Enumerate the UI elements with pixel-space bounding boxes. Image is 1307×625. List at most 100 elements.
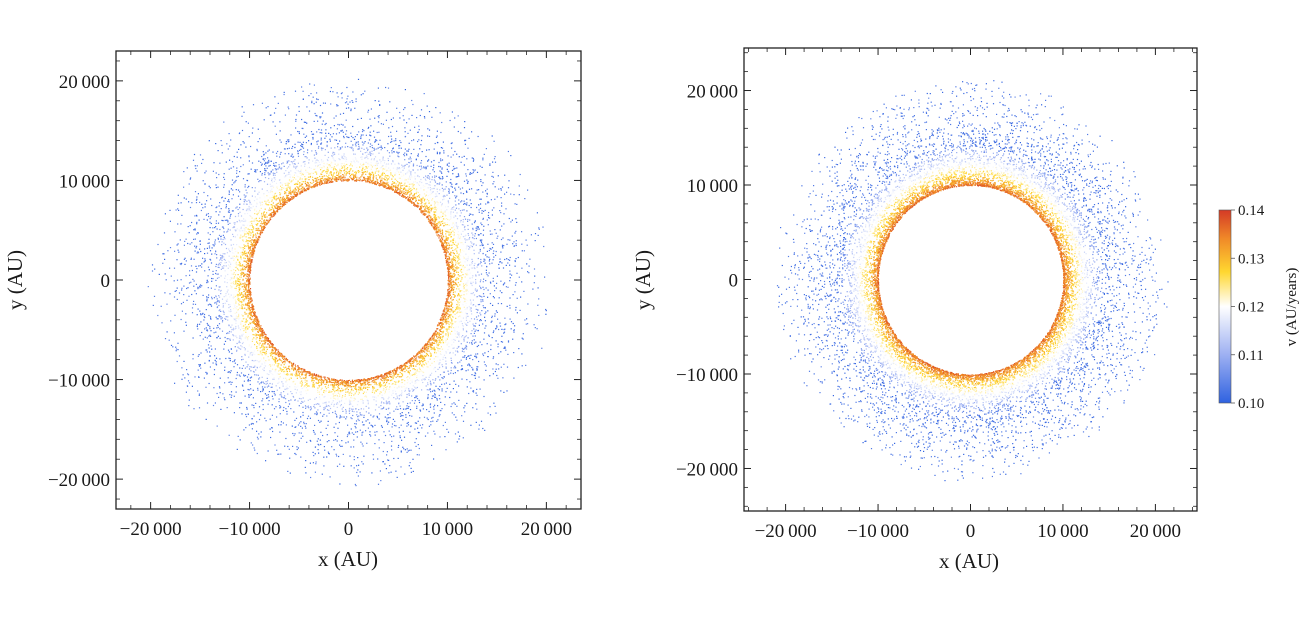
scatter-point bbox=[223, 227, 225, 230]
scatter-point bbox=[240, 305, 242, 307]
scatter-point bbox=[512, 338, 514, 340]
scatter-point bbox=[247, 364, 249, 366]
scatter-point bbox=[241, 296, 243, 298]
scatter-point bbox=[431, 225, 433, 227]
scatter-point bbox=[299, 183, 301, 185]
scatter-point bbox=[246, 366, 248, 368]
scatter-point bbox=[392, 148, 394, 150]
scatter-point bbox=[480, 299, 482, 301]
scatter-point bbox=[232, 327, 235, 329]
scatter-point bbox=[485, 269, 487, 271]
scatter-point bbox=[424, 359, 426, 361]
scatter-point bbox=[258, 228, 260, 230]
scatter-point bbox=[220, 236, 222, 238]
scatter-point bbox=[285, 437, 287, 440]
scatter-point bbox=[444, 188, 446, 190]
scatter-point bbox=[247, 336, 250, 338]
scatter-point bbox=[236, 206, 238, 208]
scatter-point bbox=[347, 381, 349, 383]
scatter-point bbox=[433, 187, 435, 190]
scatter-point bbox=[264, 208, 266, 210]
scatter-point bbox=[483, 338, 485, 340]
scatter-point bbox=[483, 278, 485, 280]
scatter-point bbox=[456, 244, 458, 247]
scatter-point bbox=[255, 244, 257, 246]
scatter-point bbox=[244, 337, 246, 339]
scatter-point bbox=[493, 402, 495, 404]
scatter-point bbox=[191, 293, 193, 296]
scatter-point bbox=[328, 401, 330, 403]
scatter-point bbox=[271, 364, 273, 366]
scatter-point bbox=[417, 203, 419, 205]
scatter-point bbox=[192, 353, 194, 356]
scatter-point bbox=[377, 115, 379, 118]
scatter-point bbox=[267, 172, 269, 174]
scatter-point bbox=[233, 259, 235, 261]
scatter-point bbox=[241, 129, 244, 132]
scatter-point bbox=[161, 322, 163, 324]
scatter-point bbox=[275, 353, 278, 355]
scatter-point bbox=[490, 199, 492, 201]
scatter-point bbox=[468, 299, 470, 301]
scatter-point bbox=[218, 262, 220, 264]
scatter-point bbox=[316, 162, 318, 164]
scatter-point bbox=[241, 269, 243, 271]
scatter-point bbox=[241, 335, 243, 337]
scatter-point bbox=[183, 294, 185, 296]
scatter-point bbox=[444, 251, 446, 253]
scatter-point bbox=[345, 157, 347, 159]
scatter-point bbox=[421, 200, 423, 202]
scatter-point bbox=[285, 408, 287, 410]
scatter-point bbox=[332, 178, 334, 180]
scatter-point bbox=[459, 307, 461, 309]
scatter-point bbox=[464, 143, 466, 145]
scatter-point bbox=[224, 243, 227, 246]
scatter-point bbox=[204, 328, 206, 330]
scatter-point bbox=[278, 166, 281, 168]
scatter-point bbox=[421, 351, 423, 354]
scatter-point bbox=[240, 234, 242, 236]
scatter-point bbox=[370, 173, 372, 175]
scatter-point bbox=[202, 338, 204, 340]
scatter-point bbox=[464, 355, 466, 357]
scatter-point bbox=[434, 394, 436, 396]
scatter-point bbox=[283, 364, 285, 366]
scatter-point bbox=[178, 292, 181, 294]
scatter-point bbox=[403, 165, 406, 167]
scatter-point bbox=[250, 224, 252, 226]
scatter-point bbox=[295, 375, 297, 377]
scatter-point bbox=[250, 366, 252, 368]
scatter-point bbox=[431, 188, 433, 190]
scatter-point bbox=[228, 199, 230, 201]
scatter-point bbox=[382, 171, 384, 173]
scatter-point bbox=[471, 261, 473, 264]
scatter-point bbox=[300, 391, 302, 393]
scatter-point bbox=[264, 198, 266, 200]
scatter-point bbox=[239, 269, 242, 271]
scatter-point bbox=[398, 156, 400, 158]
scatter-point bbox=[333, 152, 336, 154]
scatter-point bbox=[307, 371, 309, 373]
scatter-point bbox=[279, 387, 281, 389]
scatter-point bbox=[427, 212, 429, 214]
scatter-point bbox=[460, 316, 462, 319]
scatter-point bbox=[439, 238, 442, 240]
scatter-point bbox=[181, 310, 183, 312]
scatter-point bbox=[317, 419, 320, 422]
scatter-point bbox=[414, 178, 416, 180]
scatter-point bbox=[424, 435, 427, 437]
scatter-point bbox=[299, 382, 301, 384]
scatter-point bbox=[247, 274, 249, 276]
scatter-point bbox=[291, 425, 293, 427]
scatter-point bbox=[451, 142, 453, 144]
scatter-point bbox=[396, 387, 398, 389]
scatter-point bbox=[353, 385, 355, 388]
scatter-point bbox=[360, 398, 362, 400]
scatter-point bbox=[363, 148, 365, 150]
scatter-point bbox=[384, 184, 386, 186]
scatter-point bbox=[317, 387, 319, 389]
scatter-point bbox=[252, 248, 254, 250]
scatter-point bbox=[292, 432, 294, 435]
scatter-point bbox=[334, 160, 336, 162]
scatter-point bbox=[307, 182, 309, 184]
